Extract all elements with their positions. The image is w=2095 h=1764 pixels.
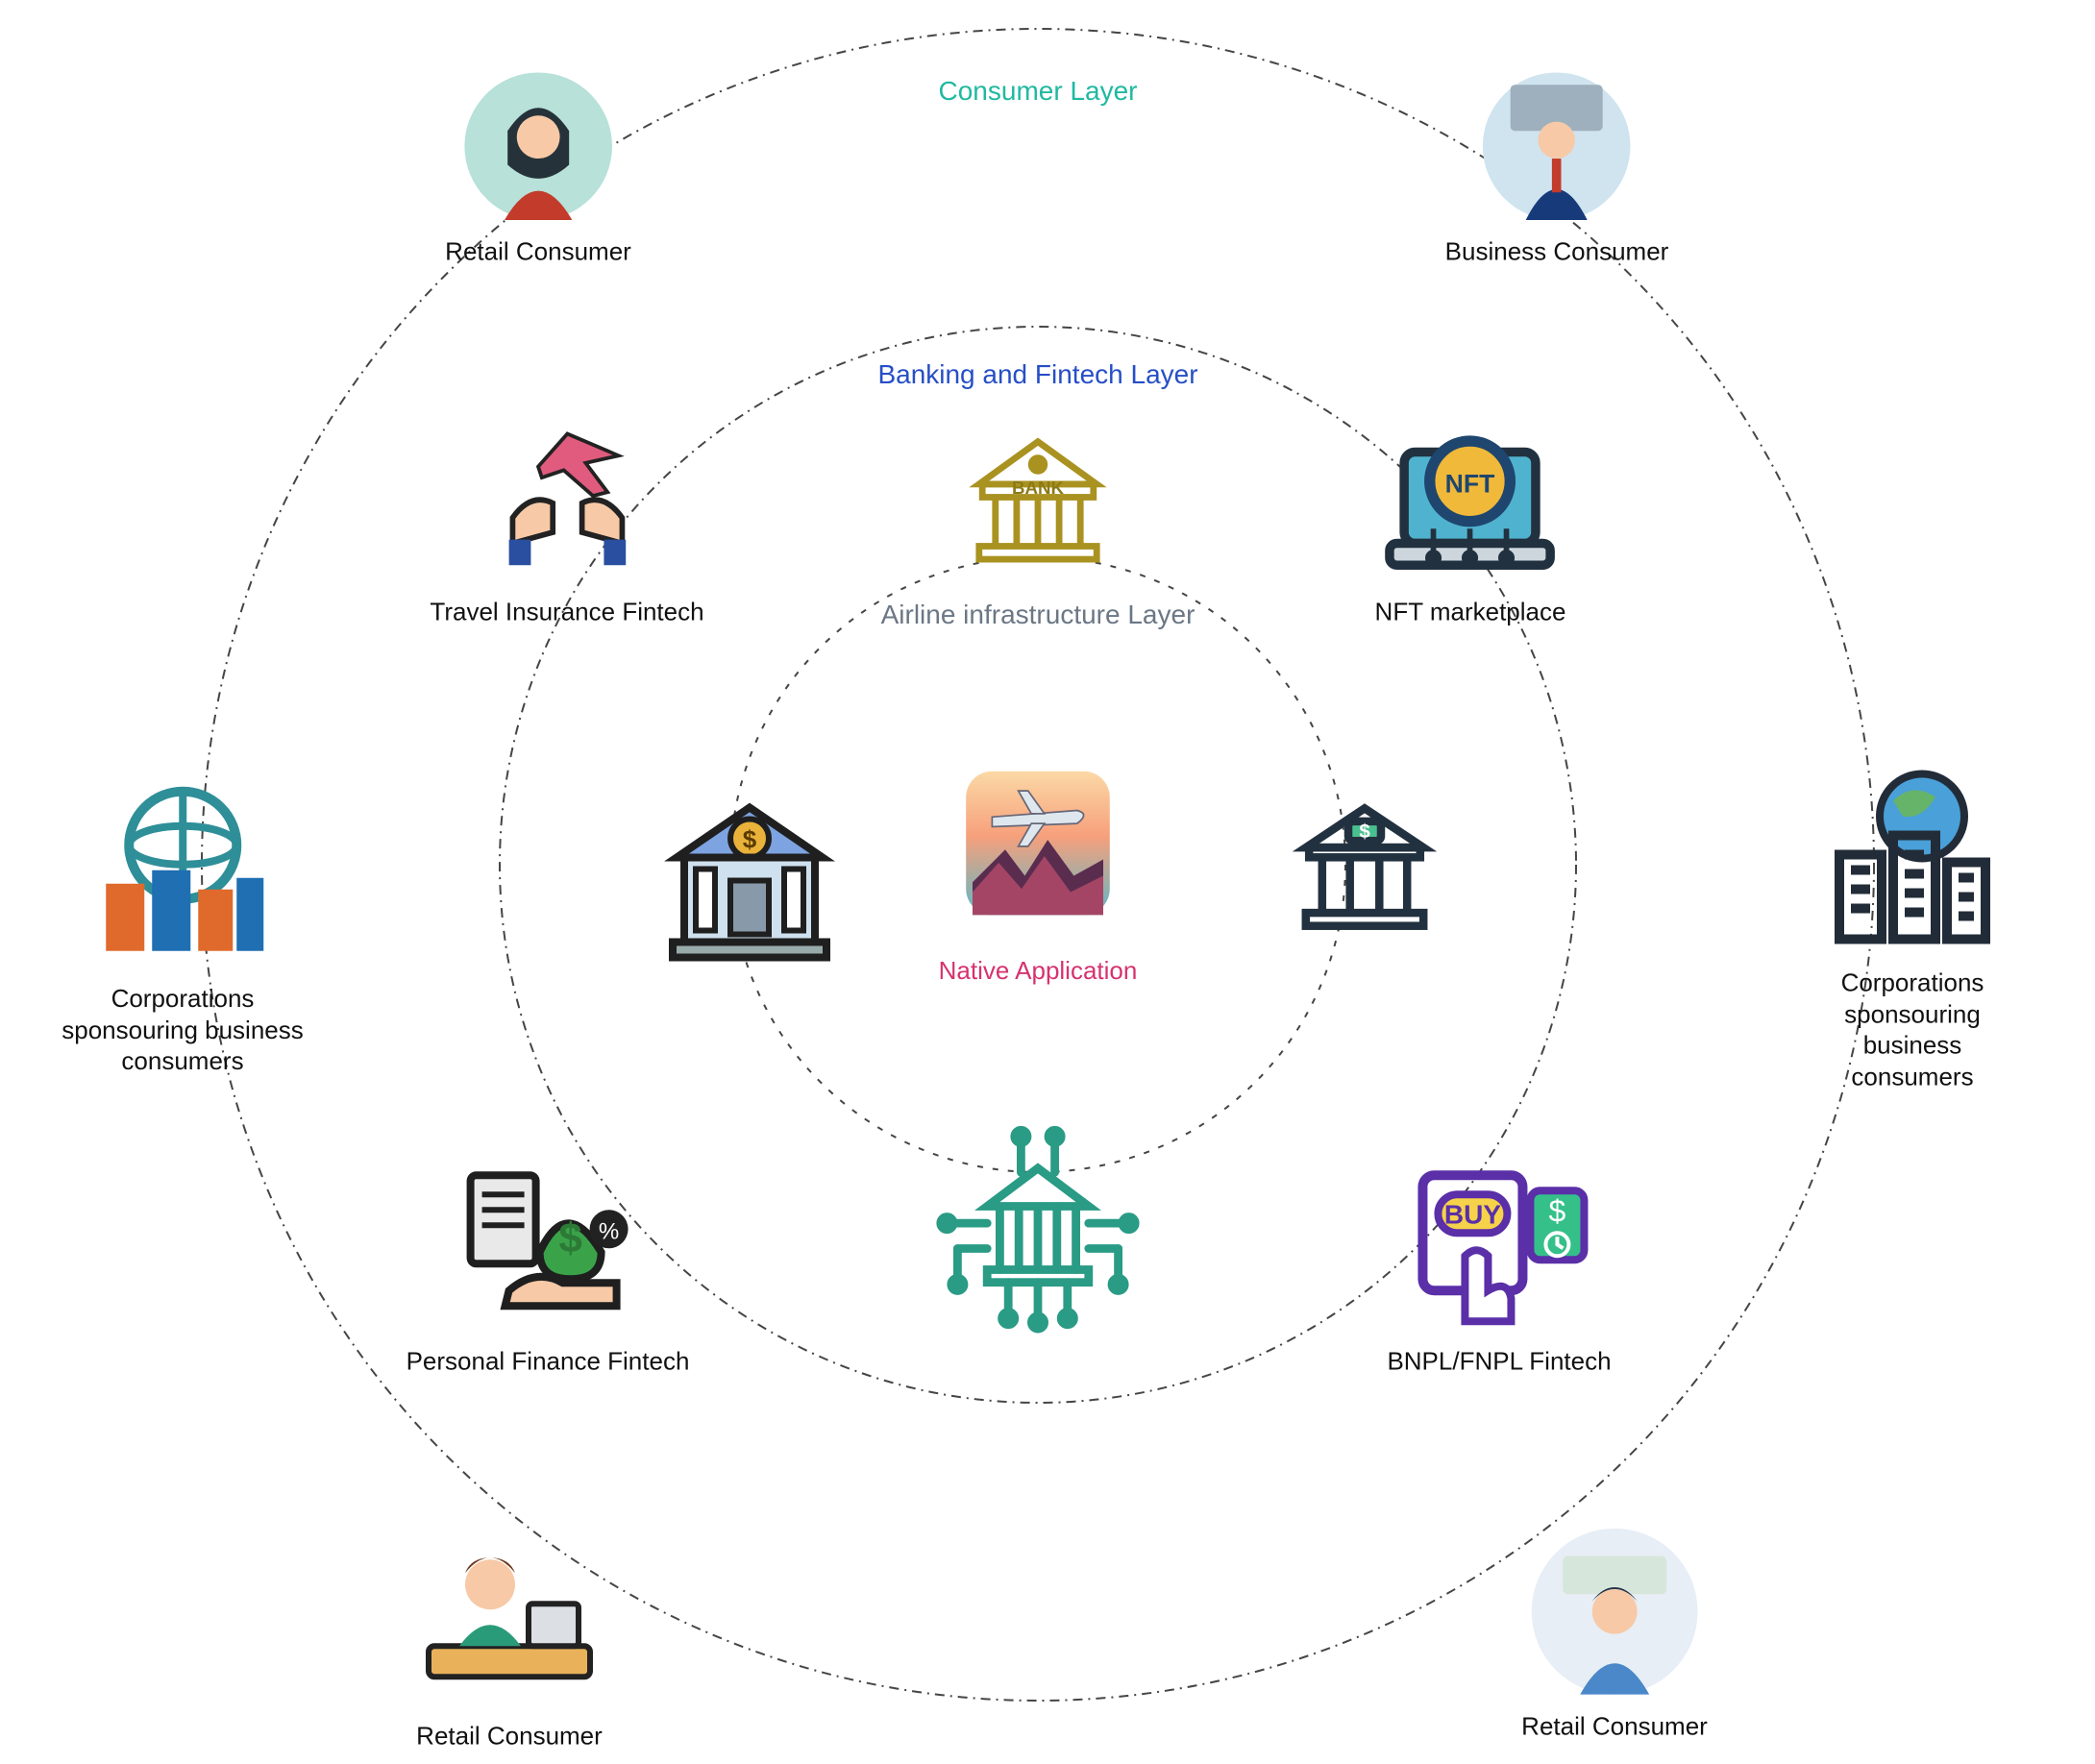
nft-laptop-icon: NFT — [1379, 401, 1562, 583]
node-bank-top: BANK — [956, 416, 1120, 584]
svg-text:BUY: BUY — [1443, 1199, 1500, 1229]
avatar-business-icon — [1480, 69, 1634, 223]
travel-hands-icon — [476, 401, 658, 583]
node-personal-finance: $% Personal Finance Fintech — [407, 1140, 690, 1377]
bank-blue-icon: $ — [653, 781, 846, 973]
node-travel-insurance: Travel Insurance Fintech — [430, 401, 703, 627]
svg-text:BANK: BANK — [1012, 478, 1064, 498]
avatar-desk-icon — [413, 1515, 605, 1707]
node-label: Travel Insurance Fintech — [430, 596, 703, 627]
bank-classic-icon: BANK — [956, 416, 1120, 579]
svg-text:%: % — [599, 1218, 619, 1244]
node-label: NFT marketplace — [1375, 596, 1566, 627]
avatar-woman-icon — [461, 69, 615, 223]
node-label: Corporations sponsouring business consum… — [62, 983, 304, 1077]
svg-text:$: $ — [1359, 821, 1370, 843]
center-node-native-application — [956, 762, 1120, 930]
node-nft-marketplace: NFT NFT marketplace — [1375, 401, 1566, 627]
label-infra-layer: Airline infrastructure Layer — [881, 600, 1195, 630]
bnpl-icon: BUY $ — [1403, 1140, 1595, 1333]
node-label: Retail Consumer — [413, 1720, 605, 1752]
svg-text:$: $ — [743, 825, 757, 854]
node-business-consumer: Business Consumer — [1445, 69, 1669, 267]
node-corp-left: Corporations sponsouring business consum… — [62, 778, 304, 1077]
label-fintech-layer: Banking and Fintech Layer — [877, 359, 1197, 390]
avatar-shopper-icon — [1528, 1525, 1701, 1698]
svg-text:NFT: NFT — [1445, 469, 1495, 498]
money-docs-icon: $% — [452, 1140, 644, 1333]
node-retail-consumer-br: Retail Consumer — [1521, 1525, 1708, 1742]
node-label: Personal Finance Fintech — [407, 1345, 690, 1377]
diagram-stage: Consumer Layer Banking and Fintech Layer… — [0, 0, 2095, 1764]
node-label: Corporations sponsouring business consum… — [1816, 968, 2009, 1092]
node-label: BNPL/FNPL Fintech — [1387, 1345, 1611, 1377]
node-retail-consumer-bl: Retail Consumer — [413, 1515, 605, 1752]
digital-bank-icon — [932, 1122, 1144, 1334]
node-label: Business Consumer — [1445, 235, 1669, 267]
node-bank-left: $ — [653, 781, 846, 978]
center-caption: Native Application — [939, 956, 1138, 986]
label-consumer-layer: Consumer Layer — [939, 76, 1138, 107]
court-green-icon: $ — [1283, 786, 1446, 949]
svg-text:$: $ — [559, 1214, 582, 1262]
node-corp-right: Corporations sponsouring business consum… — [1816, 763, 2009, 1092]
airline-app-icon — [956, 762, 1120, 925]
node-label: Retail Consumer — [1521, 1710, 1708, 1742]
node-retail-consumer-tl: Retail Consumer — [445, 69, 631, 267]
node-bank-right: $ — [1283, 786, 1446, 954]
corp-city-icon — [1816, 763, 2009, 955]
node-bank-digital — [932, 1122, 1144, 1338]
node-bnpl: BUY $ BNPL/FNPL Fintech — [1387, 1140, 1611, 1377]
svg-text:$: $ — [1548, 1193, 1565, 1228]
node-label: Retail Consumer — [445, 235, 631, 267]
corp-globe-icon — [86, 778, 279, 970]
